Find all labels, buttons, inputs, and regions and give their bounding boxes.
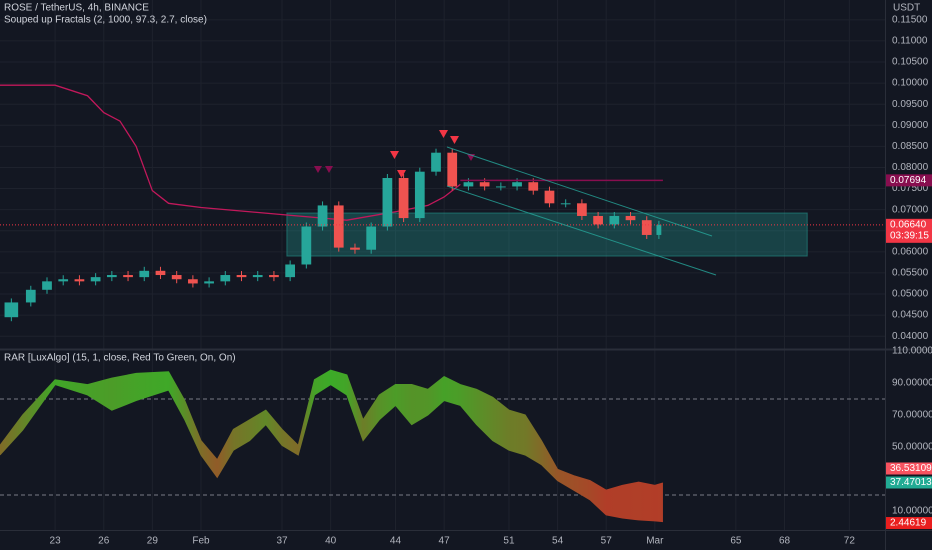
candle [42,281,52,290]
candle [58,279,69,282]
y-tick-label: 0.08500 [892,141,929,152]
candle [123,275,133,278]
currency: USDT [893,3,920,14]
y-tick-label: 0.06000 [892,246,929,257]
candle [285,264,295,278]
candle [236,275,247,278]
channel [446,146,717,276]
moving-line [0,84,461,221]
x-tick-label: 26 [98,536,110,547]
candle [577,203,587,216]
candle [398,178,409,219]
y-tick-label: 0.07000 [892,204,929,215]
candle [382,178,393,227]
x-tick-label: 40 [325,536,337,547]
candle [609,215,620,225]
x-tick-label: 37 [276,536,288,547]
x-tick-label: 23 [50,536,62,547]
y-tick-label: 0.08000 [892,162,929,173]
candle [220,275,231,282]
y-tick-label: 70.00000 [892,410,932,421]
candle [479,182,490,187]
price-tag-label: 37.47013 [890,477,932,488]
candle [301,226,312,265]
candle [252,275,263,278]
candle [25,289,36,303]
y-tick-label: 0.07500 [892,183,929,194]
candle [139,270,150,278]
candle [188,279,198,284]
candle [463,182,474,187]
y-tick-label: 0.11500 [892,14,928,25]
candle [74,279,85,282]
candle [656,224,662,235]
y-tick-label: 0.10500 [892,57,929,68]
candle [333,205,344,248]
y-tick-label: 0.05500 [892,268,929,279]
candle [431,152,441,172]
price-tag-label: 2.44619 [890,518,927,529]
indicator: Souped up Fractals (2, 1000, 97.3, 2.7, … [4,15,207,26]
x-tick-label: 57 [601,536,613,547]
y-tick-label: 0.11000 [892,36,928,47]
x-tick-label: 44 [390,536,402,547]
x-tick-label: 51 [503,536,515,547]
y-tick-label: 10.00000 [892,506,932,517]
y-tick-label: 0.05000 [892,289,929,300]
x-tick-label: 72 [844,536,856,547]
symbol: ROSE / TetherUS, 4h, BINANCE [4,3,149,14]
candle [528,182,539,191]
countdown: 03:39:15 [890,230,929,241]
x-tick-label: Mar [646,536,664,547]
x-tick-label: 54 [552,536,564,547]
band-fill [0,370,663,522]
candle [593,215,603,225]
candle [171,275,182,280]
candle [269,275,279,278]
x-tick-label: 29 [147,536,159,547]
candle [350,247,360,250]
candle [512,182,522,187]
y-tick-label: 0.09500 [892,99,929,110]
candle [447,152,458,187]
price-tag-label: 0.07694 [890,175,927,186]
candle [106,275,117,278]
candle [4,302,19,318]
candle [544,190,555,204]
y-tick-label: 110.00000 [892,346,932,357]
y-tick-label: 0.10000 [892,78,929,89]
candle [495,186,506,188]
y-tick-label: 0.04500 [892,310,929,321]
candle [366,226,377,250]
price-tag [886,517,932,530]
x-tick-label: 65 [730,536,742,547]
x-tick-label: 68 [779,536,791,547]
price-tag [886,174,932,187]
candle [317,205,328,227]
price-tag [886,462,932,475]
candle [560,203,571,205]
candle [641,220,652,235]
x-tick-label: Feb [192,536,210,547]
x-tick-label: 47 [439,536,451,547]
price-tag-label: 36.53109 [890,463,932,474]
y-tick-label: 90.00000 [892,378,932,389]
candle [625,215,636,221]
upper-line [0,369,664,491]
price-tag [886,476,932,489]
y-tick-label: 0.09000 [892,120,929,131]
y-tick-label: 50.00000 [892,442,932,453]
candle [414,171,425,219]
candle [155,270,166,276]
rar-title: RAR [LuxAlgo] (15, 1, close, Red To Gree… [4,353,236,364]
candle [90,277,101,282]
lower-line [0,383,663,523]
price-tag-label: 0.06640 [890,219,927,230]
price-tag [886,218,932,243]
candle [204,281,214,284]
y-tick-label: 0.04000 [892,331,929,342]
